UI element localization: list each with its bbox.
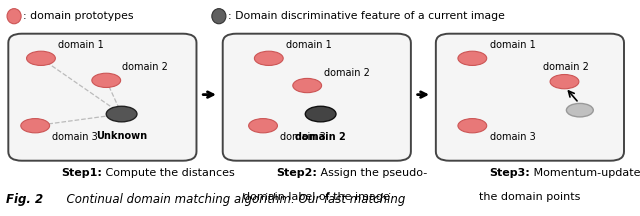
Text: : domain prototypes: : domain prototypes	[23, 11, 134, 21]
Ellipse shape	[248, 119, 277, 133]
Ellipse shape	[255, 51, 283, 65]
Text: domain label of the image: domain label of the image	[243, 192, 390, 202]
Text: domain 2: domain 2	[543, 62, 589, 72]
Text: Momentum-update: Momentum-update	[530, 168, 640, 178]
Text: Unknown: Unknown	[96, 131, 147, 141]
Text: Step3:: Step3:	[489, 168, 530, 178]
Ellipse shape	[305, 106, 336, 122]
FancyBboxPatch shape	[436, 34, 624, 161]
Ellipse shape	[566, 103, 593, 117]
Text: domain 3: domain 3	[490, 132, 535, 142]
Ellipse shape	[458, 51, 486, 65]
Ellipse shape	[458, 119, 486, 133]
Ellipse shape	[293, 78, 321, 93]
Ellipse shape	[7, 9, 21, 24]
Text: domain 1: domain 1	[58, 40, 104, 50]
Text: : Domain discriminative feature of a current image: : Domain discriminative feature of a cur…	[228, 11, 505, 21]
FancyBboxPatch shape	[8, 34, 196, 161]
Text: domain 1: domain 1	[286, 40, 332, 50]
Ellipse shape	[106, 106, 137, 122]
Text: Continual domain matching algorithm. Our fast matching: Continual domain matching algorithm. Our…	[44, 193, 405, 206]
Text: domain 1: domain 1	[490, 40, 535, 50]
Ellipse shape	[92, 73, 121, 87]
FancyBboxPatch shape	[223, 34, 411, 161]
Text: domain 3: domain 3	[280, 132, 326, 142]
Ellipse shape	[212, 9, 226, 24]
Text: Step2:: Step2:	[276, 168, 317, 178]
Text: Compute the distances: Compute the distances	[102, 168, 235, 178]
Ellipse shape	[20, 119, 50, 133]
Ellipse shape	[550, 75, 579, 89]
Text: domain 2: domain 2	[122, 62, 168, 72]
Text: the domain points: the domain points	[479, 192, 580, 202]
Text: Fig. 2: Fig. 2	[6, 193, 44, 206]
Text: Step1:: Step1:	[61, 168, 102, 178]
Text: domain 2: domain 2	[324, 68, 371, 78]
Text: domain 2: domain 2	[295, 132, 346, 142]
Text: Assign the pseudo-: Assign the pseudo-	[317, 168, 427, 178]
Ellipse shape	[27, 51, 56, 65]
Text: domain 3: domain 3	[52, 132, 98, 142]
